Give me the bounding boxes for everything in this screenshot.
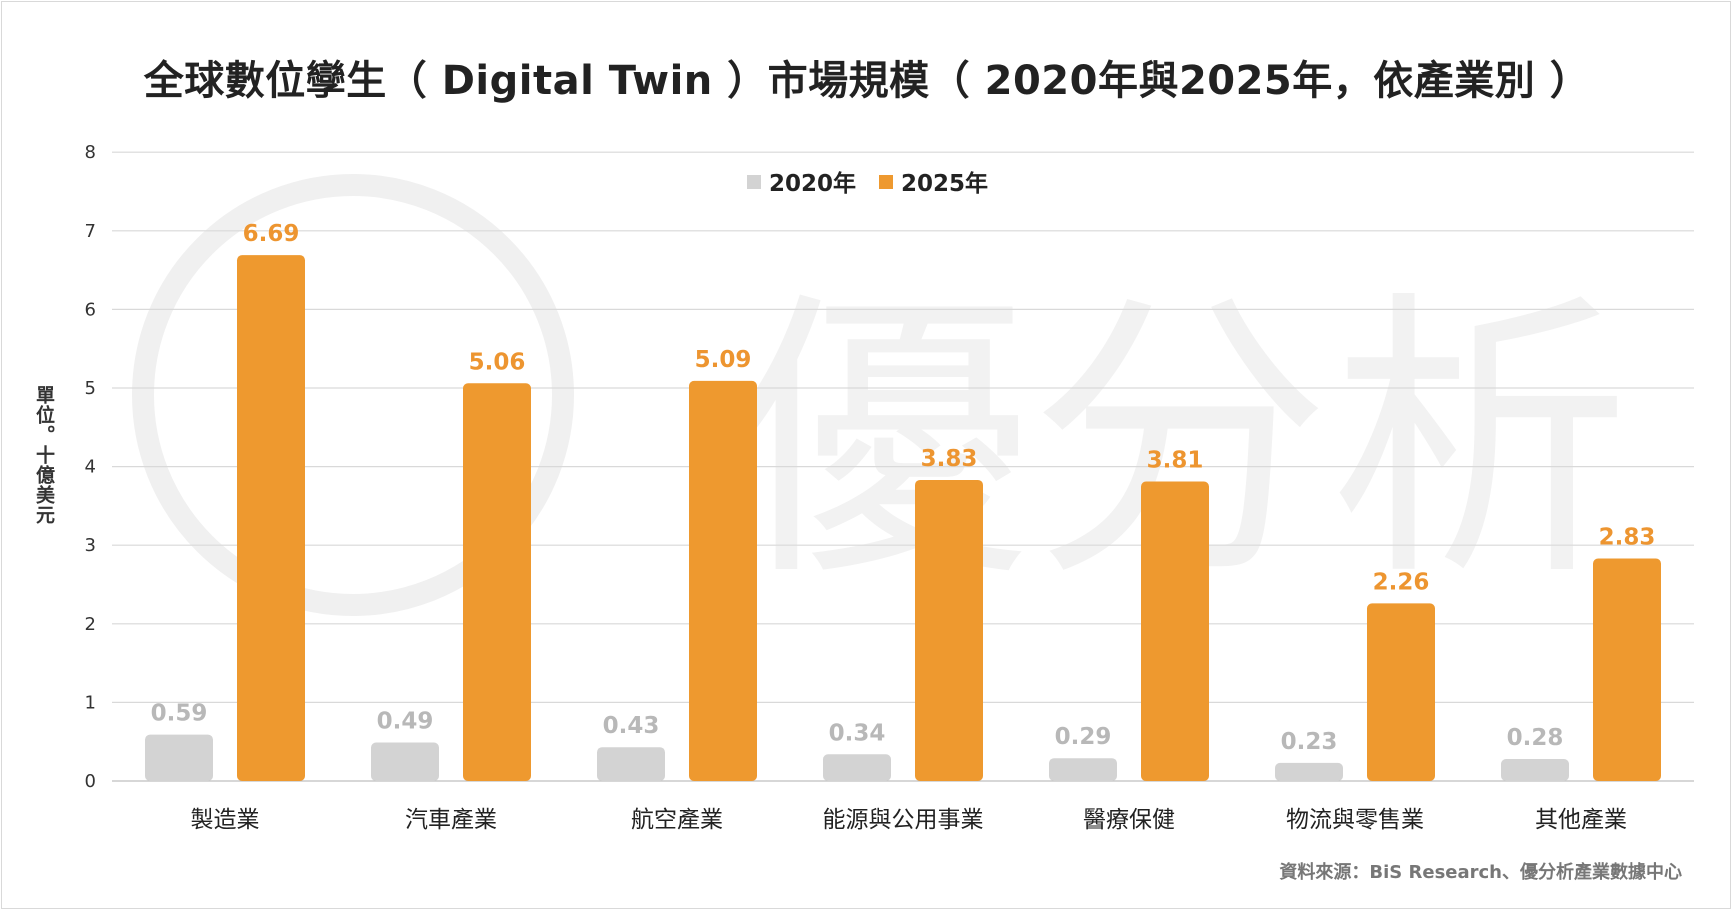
bar-2025-0 [237, 255, 305, 781]
bar-2020-5 [1275, 762, 1343, 781]
grid-lines [112, 151, 1694, 782]
bar-2020-0 [145, 734, 213, 781]
category-label-2: 航空產業 [631, 807, 723, 833]
bars [145, 255, 1661, 781]
y-tick-7: 7 [85, 221, 96, 242]
category-label-5: 物流與零售業 [1286, 807, 1424, 833]
data-label-2025-3: 3.83 [921, 446, 978, 472]
data-label-2020-4: 0.29 [1055, 724, 1112, 750]
chart-title: 全球數位孿生（ Digital Twin ）市場規模（ 2020年與2025年，… [143, 58, 1591, 104]
data-labels: 0.59 6.69 0.49 5.06 0.43 5.09 0.34 3.83 0.29 3.81… [151, 221, 1656, 755]
legend: 2020年 2025年 [747, 170, 988, 197]
data-label-2020-6: 0.28 [1507, 725, 1564, 751]
data-label-2025-1: 5.06 [469, 349, 526, 375]
y-tick-6: 6 [85, 299, 96, 320]
legend-label-0: 2020年 [769, 170, 856, 197]
data-label-2025-4: 3.81 [1147, 448, 1204, 474]
data-label-2020-1: 0.49 [377, 708, 434, 734]
data-label-2020-0: 0.59 [151, 701, 208, 727]
watermark-circle [132, 174, 574, 616]
bar-2025-5 [1367, 603, 1435, 781]
y-tick-4: 4 [85, 457, 96, 478]
data-label-2020-3: 0.34 [829, 720, 886, 746]
y-tick-labels: 0 1 2 3 4 5 6 7 8 [85, 142, 96, 792]
bar-2025-6 [1593, 558, 1661, 781]
y-tick-8: 8 [85, 142, 96, 163]
bar-2025-2 [689, 380, 757, 781]
y-axis-label: 單位。十億美元 [33, 385, 55, 525]
data-label-2025-6: 2.83 [1599, 525, 1656, 551]
source-note: 資料來源：BiS Research、優分析產業數據中心 [1279, 862, 1682, 883]
bar-2025-3 [915, 479, 983, 781]
legend-label-1: 2025年 [901, 170, 988, 197]
bar-2020-2 [597, 747, 665, 781]
bar-2020-1 [371, 742, 439, 781]
data-label-2025-0: 6.69 [243, 221, 300, 247]
category-label-1: 汽車產業 [405, 807, 497, 833]
category-label-3: 能源與公用事業 [823, 807, 984, 833]
y-tick-3: 3 [85, 535, 96, 556]
category-label-4: 醫療保健 [1083, 807, 1175, 833]
y-tick-1: 1 [85, 692, 96, 713]
y-tick-5: 5 [85, 378, 96, 399]
category-label-6: 其他產業 [1535, 807, 1627, 833]
bar-2025-4 [1141, 481, 1209, 781]
data-label-2020-2: 0.43 [603, 713, 660, 739]
y-tick-0: 0 [85, 771, 96, 792]
legend-swatch-0 [747, 175, 761, 189]
category-label-0: 製造業 [191, 807, 260, 833]
bar-2020-3 [823, 754, 891, 781]
data-label-2025-5: 2.26 [1373, 569, 1430, 595]
data-label-2025-2: 5.09 [695, 347, 752, 373]
data-label-2020-5: 0.23 [1281, 729, 1338, 755]
watermark: 優分析 [132, 174, 1630, 616]
bar-2020-6 [1501, 758, 1569, 781]
legend-swatch-1 [879, 175, 893, 189]
bar-2025-1 [463, 383, 531, 781]
y-tick-2: 2 [85, 614, 96, 635]
bar-2020-4 [1049, 758, 1117, 781]
category-labels: 製造業 汽車產業 航空產業 能源與公用事業 醫療保健 物流與零售業 其他產業 [191, 807, 1628, 833]
